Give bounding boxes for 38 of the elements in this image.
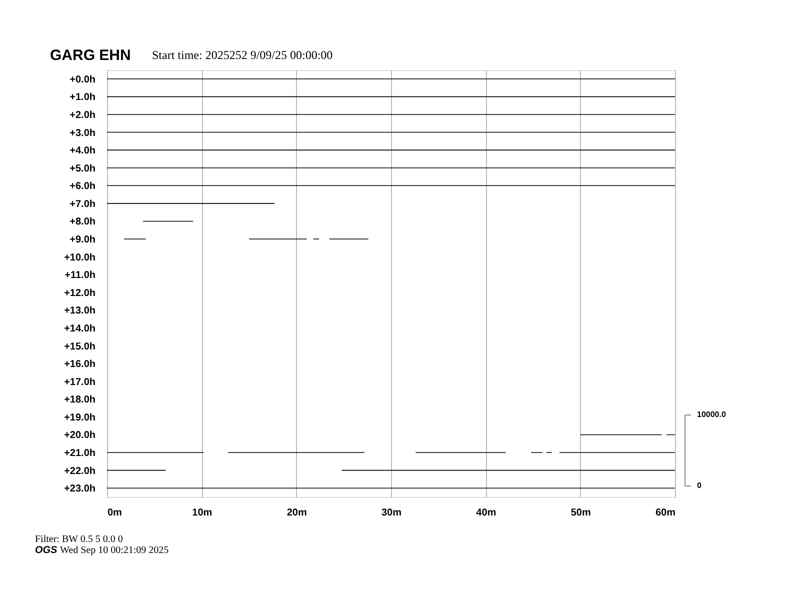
x-tick-label: 0m <box>108 508 122 518</box>
y-tick-label: +0.0h <box>70 74 96 86</box>
y-tick-label: +22.0h <box>64 466 96 477</box>
y-tick-label: +6.0h <box>70 181 96 192</box>
text: Filter: BW 0.5 5 0.0 0 <box>35 534 123 545</box>
y-tick-label: +21.0h <box>64 448 96 460</box>
y-tick-label: +10.0h <box>64 252 96 264</box>
y-tick-label: +11.0h <box>64 270 96 282</box>
y-tick-label: +15.0h <box>64 341 96 352</box>
text: 10000.0 <box>697 410 726 419</box>
y-tick-label: +19.0h <box>64 412 96 424</box>
x-tick-label: 40m <box>476 508 496 518</box>
chart-title: GARG EHN <box>50 47 131 64</box>
x-tick-label: 50m <box>570 508 591 518</box>
y-tick-label: +14.0h <box>64 323 96 334</box>
y-tick-label: +20.0h <box>64 430 96 442</box>
y-tick-label: +7.0h <box>70 198 96 210</box>
y-tick-label: +3.0h <box>70 128 96 139</box>
y-tick-label: +4.0h <box>70 146 96 157</box>
y-tick-label: +1.0h <box>70 92 96 104</box>
y-tick-label: +23.0h <box>64 484 96 495</box>
text: OGS <box>35 545 58 556</box>
y-tick-label: +2.0h <box>70 110 96 121</box>
y-tick-label: +13.0h <box>64 306 96 317</box>
x-tick-label: 20m <box>286 508 307 518</box>
x-tick-label: 30m <box>381 508 402 518</box>
y-tick-label: +12.0h <box>64 288 96 299</box>
y-tick-label: +5.0h <box>70 163 96 174</box>
y-tick-label: +16.0h <box>64 359 96 370</box>
y-tick-label: +8.0h <box>70 216 96 228</box>
text: Wed Sep 10 00:21:09 2025 <box>60 545 169 556</box>
x-tick-label: 10m <box>192 508 212 518</box>
y-tick-label: +18.0h <box>64 394 96 406</box>
chart-subtitle: Start time: 2025252 9/09/25 00:00:00 <box>152 48 333 62</box>
text: 0 <box>697 481 702 490</box>
x-tick-label: 60m <box>655 508 676 518</box>
y-tick-label: +9.0h <box>70 234 96 246</box>
y-tick-label: +17.0h <box>64 376 96 388</box>
